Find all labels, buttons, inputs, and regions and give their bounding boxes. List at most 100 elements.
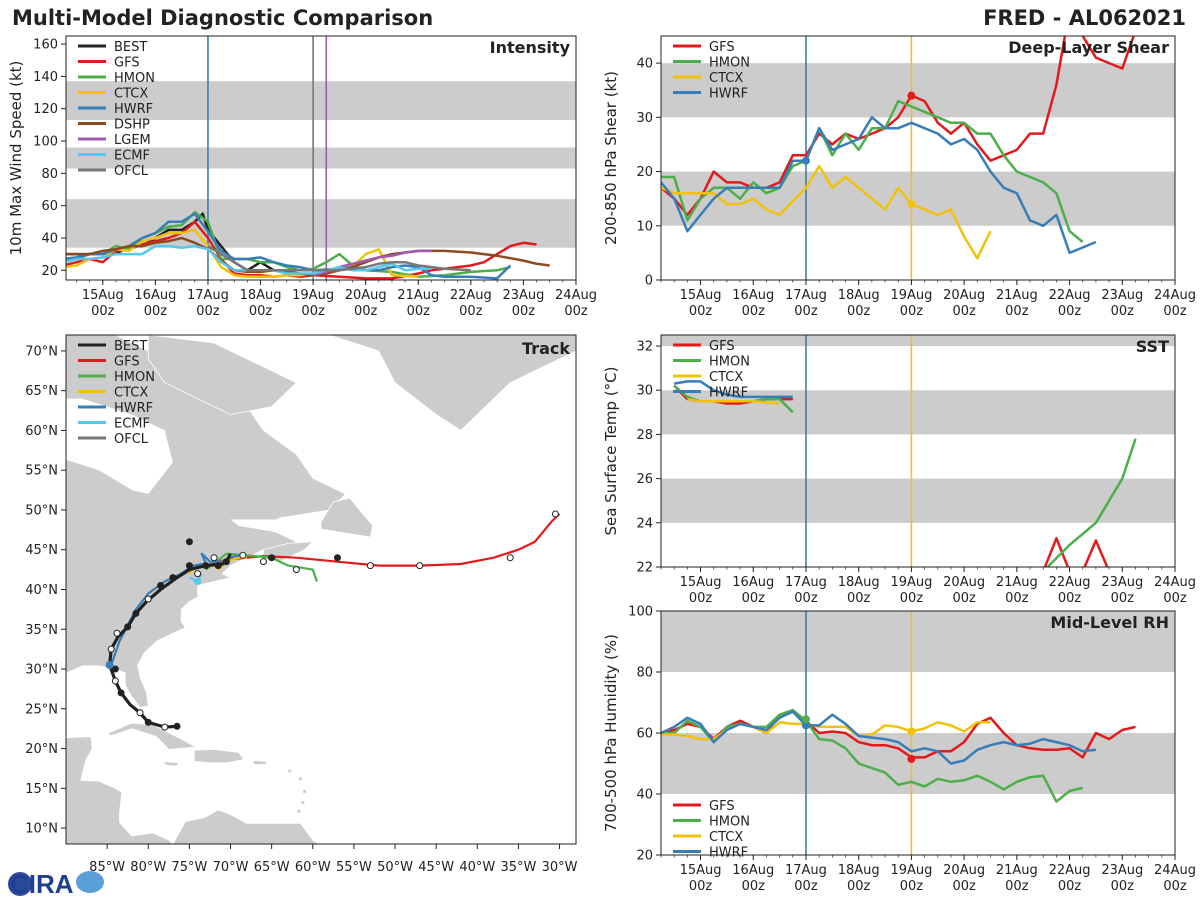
legend-label-ctcx: CTCX (709, 370, 743, 385)
x-tick-label-day: 17Aug (187, 288, 229, 303)
figure-title: Multi-Model Diagnostic Comparison (12, 6, 433, 30)
land-cuba (106, 722, 198, 750)
land-south-america (66, 809, 319, 844)
y-tick-label: 100 (628, 605, 653, 620)
intensity-panel: 2040608010012014016015Aug00z16Aug00z17Au… (7, 35, 597, 319)
y-tick-label: 40 (636, 57, 653, 72)
legend-label-hwrf: HWRF (709, 846, 748, 861)
x-tick-label-day: 15Aug (82, 288, 124, 303)
marker-dot (801, 721, 810, 730)
plot-frame (660, 35, 1176, 281)
x-tick-label-day: 20Aug (943, 575, 985, 590)
x-tick-label-hour: 00z (794, 591, 818, 606)
track-point-open (259, 558, 267, 566)
x-tick-label-hour: 00z (407, 304, 431, 319)
x-tick-label-hour: 00z (794, 304, 818, 319)
lon-tick-label: 85°W (89, 860, 125, 875)
lon-tick-label: 75°W (171, 860, 207, 875)
x-tick-label-hour: 00z (1163, 304, 1187, 319)
y-tick-label: 32 (636, 340, 653, 355)
series-line-hwrf (661, 710, 1097, 765)
gray-band (661, 478, 1175, 523)
logo-noaa-icon (76, 871, 104, 893)
x-tick-label-hour: 00z (1163, 591, 1187, 606)
y-tick-label: 80 (41, 167, 58, 182)
x-tick-label-hour: 00z (1005, 304, 1029, 319)
x-tick-label-day: 18Aug (240, 288, 282, 303)
lat-tick-label: 15°N (25, 782, 58, 797)
lon-tick-label: 70°W (213, 860, 249, 875)
land-puerto-rico (253, 760, 268, 765)
y-tick-label: 20 (41, 264, 58, 279)
lat-tick-label: 25°N (25, 702, 58, 717)
series-line-hwrf (673, 380, 793, 399)
y-tick-label: 0 (645, 274, 653, 289)
x-tick-label-hour: 00z (91, 304, 115, 319)
x-tick-label-day: 21Aug (397, 288, 439, 303)
x-tick-label-hour: 00z (564, 304, 588, 319)
y-tick-label: 120 (33, 102, 58, 117)
track-point-open (210, 554, 218, 562)
track-point-open (113, 629, 121, 637)
lat-tick-label: 55°N (25, 464, 58, 479)
plot-area (661, 611, 1175, 855)
track-point-open (506, 554, 514, 562)
x-tick-label-hour: 00z (196, 304, 220, 319)
x-tick-label-day: 18Aug (838, 863, 880, 878)
x-tick-label-hour: 00z (1005, 591, 1029, 606)
x-tick-label-day: 21Aug (996, 288, 1038, 303)
x-tick-label-day: 24Aug (1154, 288, 1196, 303)
x-tick-label-day: 19Aug (292, 288, 334, 303)
marker-dot (907, 91, 916, 100)
lon-tick-label: 40°W (459, 860, 495, 875)
marker-dot (801, 156, 810, 165)
x-tick-label-day: 15Aug (680, 288, 722, 303)
track-point-open (144, 595, 152, 603)
track-point-open (239, 551, 247, 559)
series-line-gfs (1083, 539, 1109, 567)
track-point-filled (185, 538, 193, 546)
x-tick-label-hour: 00z (900, 591, 924, 606)
track-point-open (194, 570, 202, 578)
plot-frame (65, 35, 577, 281)
track-point-hwrf (105, 661, 114, 670)
marker-dot (907, 727, 916, 736)
plot-area (66, 36, 576, 280)
legend-label-ofcl: OFCL (114, 432, 149, 447)
y-tick-label: 30 (636, 384, 653, 399)
lat-tick-label: 50°N (25, 503, 58, 518)
x-tick-label-day: 18Aug (838, 575, 880, 590)
x-tick-label-day: 23Aug (502, 288, 544, 303)
x-tick-label-hour: 00z (249, 304, 273, 319)
series-line-hmon (66, 210, 511, 279)
y-tick-label: 30 (636, 111, 653, 126)
y-tick-label: 160 (33, 38, 58, 53)
legend-label-hwrf: HWRF (114, 401, 153, 416)
series-line-ofcl (207, 245, 471, 272)
x-tick-label-day: 23Aug (1101, 863, 1143, 878)
track-point-filled (333, 554, 341, 562)
legend-label-gfs: GFS (114, 355, 140, 370)
legend-label-dshp: DSHP (114, 118, 150, 133)
y-axis-label: 10m Max Wind Speed (kt) (7, 61, 25, 256)
legend-label-hmon: HMON (709, 355, 750, 370)
series-line-hmon (661, 708, 1083, 803)
x-tick-label-day: 21Aug (996, 863, 1038, 878)
land-hispaniola (193, 748, 245, 764)
x-tick-label-hour: 00z (952, 304, 976, 319)
panel-title: Deep-Layer Shear (1008, 38, 1169, 57)
track-point-open (107, 645, 115, 653)
legend-label-hwrf: HWRF (114, 102, 153, 117)
legend-label-ctcx: CTCX (114, 87, 148, 102)
lon-tick-label: 65°W (254, 860, 290, 875)
map-area (66, 335, 576, 844)
series-line-ctcx (661, 721, 991, 741)
x-tick-label-day: 15Aug (680, 863, 722, 878)
logo-text: CIRA (10, 869, 74, 899)
series-line-hwrf (66, 212, 512, 280)
x-tick-label-hour: 00z (952, 591, 976, 606)
plot-area (661, 335, 1175, 567)
land-baffin (147, 335, 297, 415)
series-line-ctcx (687, 397, 780, 405)
track-point-filled (202, 562, 210, 570)
